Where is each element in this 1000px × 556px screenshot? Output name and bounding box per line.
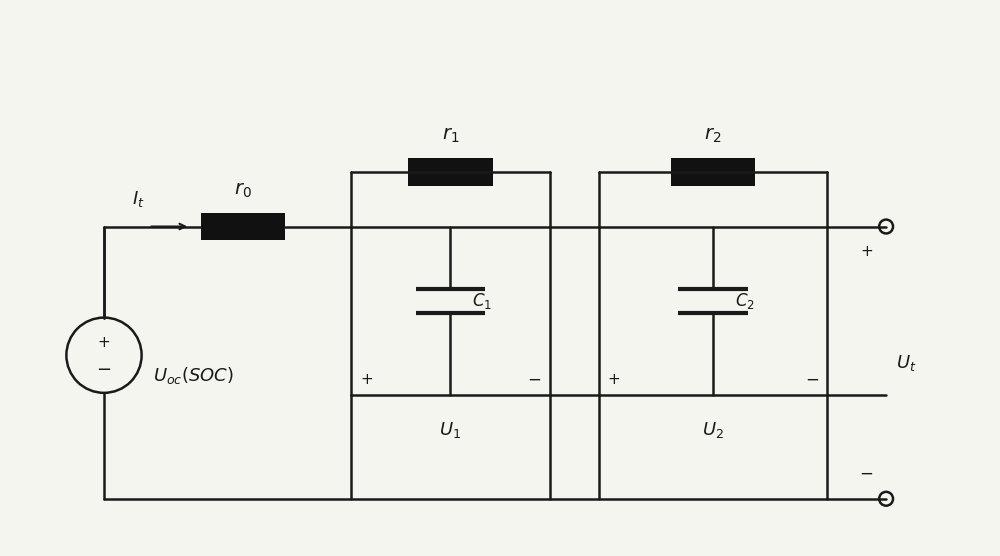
Text: $C_2$: $C_2$ bbox=[735, 291, 754, 311]
Text: $r_2$: $r_2$ bbox=[704, 126, 721, 145]
Text: $U_t$: $U_t$ bbox=[896, 353, 917, 373]
FancyBboxPatch shape bbox=[408, 158, 493, 186]
Text: $C_1$: $C_1$ bbox=[472, 291, 492, 311]
Text: $U_{oc}(SOC)$: $U_{oc}(SOC)$ bbox=[153, 365, 234, 385]
FancyBboxPatch shape bbox=[671, 158, 755, 186]
Text: $I_t$: $I_t$ bbox=[132, 188, 145, 208]
Text: +: + bbox=[98, 335, 110, 350]
Text: $U_2$: $U_2$ bbox=[702, 420, 724, 440]
Text: $r_0$: $r_0$ bbox=[234, 181, 251, 200]
Text: −: − bbox=[805, 371, 819, 389]
Text: +: + bbox=[607, 373, 620, 388]
Text: −: − bbox=[96, 361, 112, 379]
Text: −: − bbox=[528, 371, 542, 389]
Text: $r_1$: $r_1$ bbox=[442, 126, 459, 145]
Text: −: − bbox=[859, 465, 873, 483]
FancyBboxPatch shape bbox=[201, 212, 285, 240]
Text: +: + bbox=[860, 244, 873, 259]
Text: +: + bbox=[360, 373, 373, 388]
Text: $U_1$: $U_1$ bbox=[439, 420, 462, 440]
